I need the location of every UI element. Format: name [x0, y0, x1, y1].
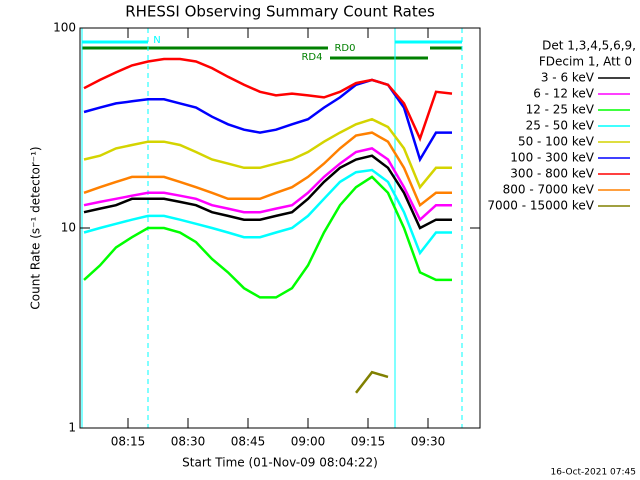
x-tick-label: 09:30: [411, 435, 446, 449]
series-line: [83, 131, 452, 208]
y-tick-label: 100: [53, 21, 76, 35]
legend-label: 100 - 300 keV: [510, 151, 594, 165]
x-axis-label: Start Time (01-Nov-09 08:04:22): [182, 456, 378, 470]
x-tick-label: 09:15: [351, 435, 386, 449]
x-tick-label: 09:00: [291, 435, 326, 449]
legend-header: Det 1,3,4,5,6,9,: [542, 39, 636, 53]
legend-label: 25 - 50 keV: [526, 119, 595, 133]
series-line: [83, 154, 452, 230]
legend-label: 6 - 12 keV: [533, 87, 595, 101]
footer: 16-Oct-2021 07:45: [551, 468, 636, 478]
legend-label: 3 - 6 keV: [541, 71, 595, 85]
series-line: [355, 370, 389, 394]
y-tick-label: 10: [61, 221, 76, 235]
series-group: [83, 57, 453, 394]
x-tick-label: 08:45: [231, 435, 266, 449]
legend-label: 7000 - 15000 keV: [487, 199, 594, 213]
x-tick-label: 08:30: [171, 435, 206, 449]
annotation: RD4: [301, 52, 322, 63]
legend-label: 50 - 100 keV: [518, 135, 595, 149]
x-tick-label: 08:15: [111, 435, 146, 449]
series-line: [83, 57, 453, 142]
annotation: RD0: [334, 43, 355, 54]
series-line: [83, 147, 452, 222]
y-tick-label: 1: [68, 421, 76, 435]
legend-label: 300 - 800 keV: [510, 167, 594, 181]
legend-label: 12 - 25 keV: [526, 103, 595, 117]
legend-header: FDecim 1, Att 0: [539, 55, 632, 69]
chart-title: RHESSI Observing Summary Count Rates: [125, 3, 435, 21]
y-axis-label: Count Rate (s⁻¹ detector⁻¹): [29, 146, 43, 309]
annotation: N: [153, 35, 160, 46]
series-line: [83, 175, 452, 299]
series-line: [83, 168, 452, 256]
series-line: [83, 117, 452, 190]
legend-label: 800 - 7000 keV: [503, 183, 595, 197]
